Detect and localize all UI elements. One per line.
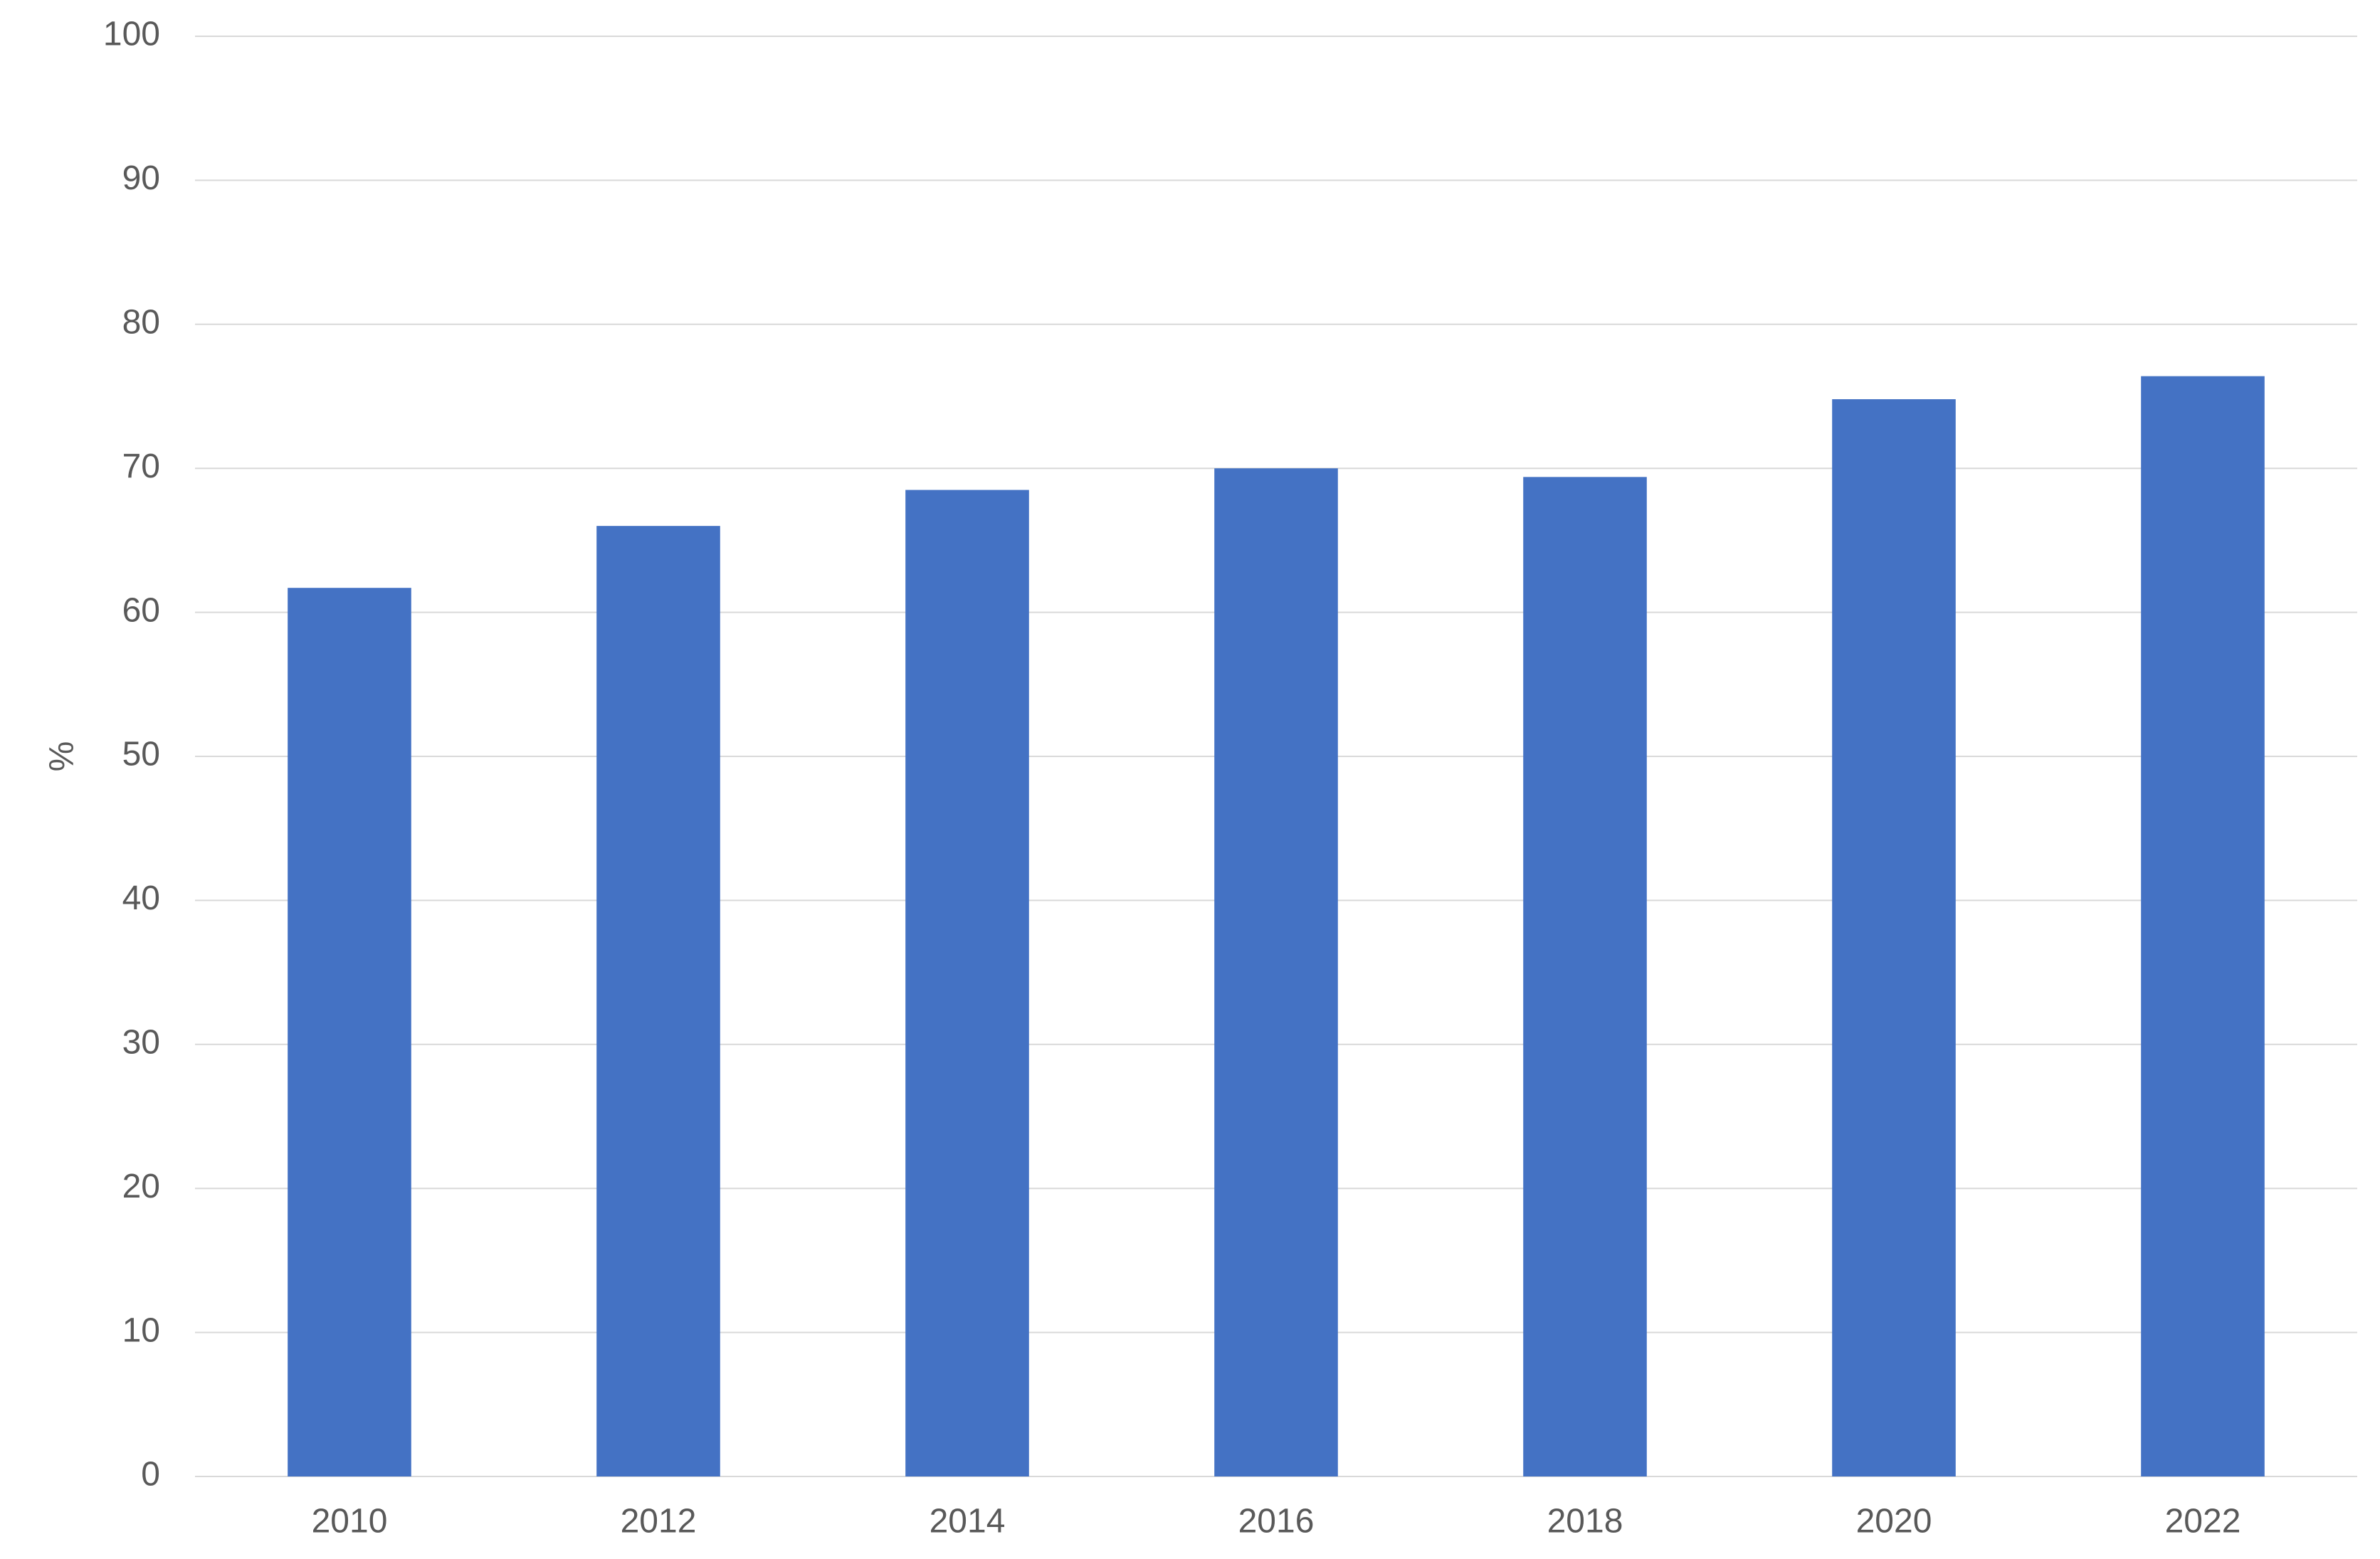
y-tick-label: 40: [122, 879, 160, 917]
y-tick-label: 30: [122, 1023, 160, 1061]
x-tick-label: 2020: [1856, 1503, 1932, 1540]
y-tick-label: 100: [103, 16, 160, 53]
y-axis-label: %: [43, 741, 81, 772]
bar: [1523, 477, 1647, 1476]
x-tick-label: 2016: [1238, 1503, 1315, 1540]
y-tick-label: 90: [122, 159, 160, 197]
bar: [2141, 376, 2265, 1476]
bar: [1832, 399, 1956, 1476]
y-tick-label: 60: [122, 591, 160, 629]
y-tick-label: 20: [122, 1168, 160, 1205]
bar: [596, 526, 720, 1477]
x-tick-label: 2022: [2165, 1503, 2241, 1540]
bar: [905, 490, 1029, 1476]
x-tick-label: 2014: [930, 1503, 1006, 1540]
bar: [1214, 468, 1338, 1477]
y-tick-label: 50: [122, 736, 160, 773]
y-tick-label: 70: [122, 448, 160, 485]
y-tick-label: 80: [122, 303, 160, 341]
bar: [288, 588, 411, 1476]
x-tick-label: 2018: [1547, 1503, 1623, 1540]
x-tick-label: 2010: [312, 1503, 388, 1540]
y-tick-label: 10: [122, 1311, 160, 1349]
y-tick-label: 0: [141, 1456, 160, 1494]
x-tick-label: 2012: [621, 1503, 697, 1540]
